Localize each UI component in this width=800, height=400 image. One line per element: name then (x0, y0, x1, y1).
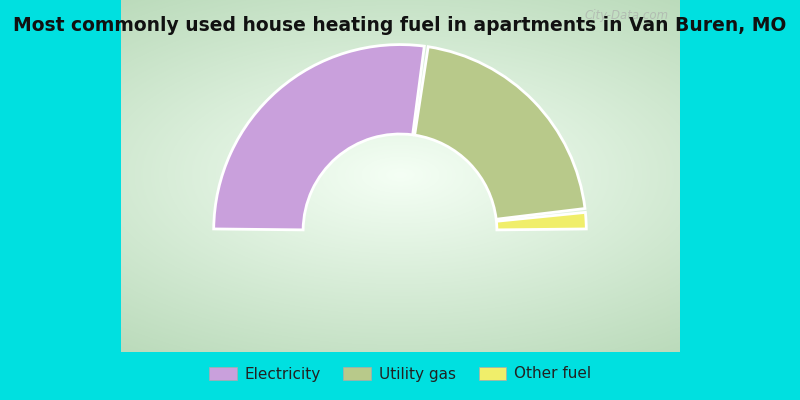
Wedge shape (497, 212, 586, 230)
Text: Most commonly used house heating fuel in apartments in Van Buren, MO: Most commonly used house heating fuel in… (14, 16, 786, 35)
Wedge shape (214, 44, 424, 230)
Wedge shape (414, 47, 585, 219)
Legend: Electricity, Utility gas, Other fuel: Electricity, Utility gas, Other fuel (203, 360, 597, 388)
Text: City-Data.com: City-Data.com (584, 9, 668, 22)
